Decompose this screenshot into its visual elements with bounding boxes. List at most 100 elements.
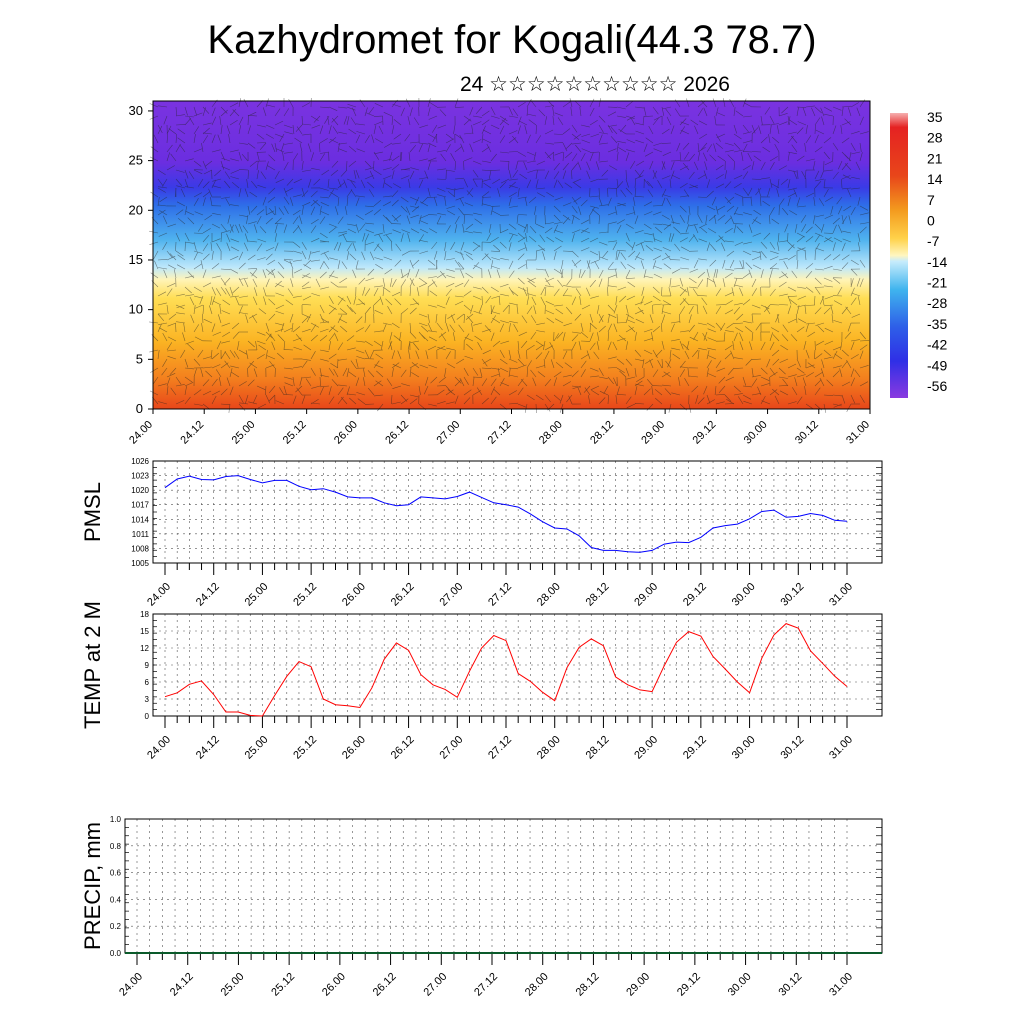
wind-barb (599, 390, 609, 396)
wind-barb (661, 188, 667, 198)
wind-barb (573, 259, 582, 266)
wind-barb (718, 385, 726, 393)
wind-barb (427, 107, 431, 117)
wind-barb (554, 229, 564, 234)
wind-barb (760, 196, 762, 207)
wind-barb (491, 210, 501, 216)
wind-barb (231, 181, 240, 189)
wind-barb (176, 264, 186, 270)
wind-barb (564, 362, 573, 369)
wind-barb (562, 202, 572, 207)
wind-barb (382, 322, 392, 326)
wind-barb (711, 196, 717, 206)
wind-barb (158, 327, 168, 333)
wind-barb (444, 313, 447, 324)
precip-panel: 0.00.20.40.60.81.024.00 24.12 25.00 25.12 26… (80, 815, 883, 999)
wind-barb (202, 106, 210, 114)
wind-barb (265, 331, 273, 339)
wind-barb (742, 272, 751, 279)
wind-barb (463, 178, 468, 188)
wind-barb (193, 324, 200, 333)
wind-barb (456, 313, 465, 320)
wind-barb (643, 223, 652, 230)
wind-barb (297, 224, 303, 234)
wind-barb (400, 268, 404, 278)
wind-barb (787, 169, 797, 173)
wind-barb (331, 160, 339, 168)
wind-barb (787, 179, 791, 189)
wind-barb (598, 134, 603, 144)
wind-barb (731, 287, 735, 297)
wind-barb (356, 148, 366, 153)
wind-barb (490, 373, 500, 378)
wind-barb (554, 196, 564, 201)
wind-barb (473, 264, 483, 270)
wind-barb (409, 170, 415, 180)
wind-barb (193, 160, 202, 167)
wind-barb (436, 272, 445, 279)
wind-barb (330, 281, 339, 288)
wind-barb (733, 182, 742, 189)
wind-barb (346, 116, 350, 126)
wind-barb (661, 340, 665, 350)
wind-barb (546, 151, 555, 159)
wind-barb (464, 202, 474, 207)
wind-barb (381, 340, 384, 350)
grid (153, 613, 882, 717)
wind-barb (759, 251, 762, 261)
wind-barb (680, 246, 690, 252)
wind-barb (373, 304, 375, 315)
wind-barb (346, 189, 353, 198)
wind-barb (607, 274, 617, 279)
wind-barb (553, 205, 561, 213)
wind-barb (634, 309, 644, 315)
wind-barb (321, 318, 330, 324)
wind-barb (544, 142, 554, 145)
wind-barb (389, 151, 393, 161)
wind-barb (254, 224, 258, 234)
wind-barb (661, 358, 663, 369)
wind-barb (445, 351, 451, 360)
wind-barb (525, 259, 528, 270)
wind-barb (679, 289, 687, 297)
wind-barb (412, 259, 420, 267)
wind-barb (295, 385, 303, 393)
wind-barb (726, 196, 735, 203)
wind-barb (485, 295, 492, 304)
wind-barb (355, 134, 361, 144)
wind-barb (490, 250, 501, 252)
wind-barb (350, 189, 357, 198)
wind-barb (780, 178, 789, 185)
wind-barb (202, 253, 210, 261)
wind-barb (500, 340, 510, 344)
wind-barb (267, 196, 276, 203)
x-tick-label: 29.12 (681, 734, 709, 762)
wind-barb (167, 322, 177, 327)
wind-barb (392, 103, 402, 108)
wind-barb (751, 331, 754, 342)
wind-barb (220, 362, 229, 369)
wind-barb (483, 358, 492, 364)
wind-barb (724, 142, 734, 146)
wind-barb (743, 241, 753, 245)
wind-barb (324, 115, 330, 124)
wind-barb (254, 287, 258, 297)
wind-barb (436, 345, 446, 351)
wind-barb (301, 202, 311, 207)
wind-barb (409, 368, 412, 378)
wind-barb (778, 121, 788, 126)
wind-barb (688, 403, 692, 413)
wind-barb (229, 256, 239, 261)
wind-barb (499, 125, 505, 135)
wind-barb (819, 377, 825, 387)
wind-barb (327, 178, 330, 188)
wind-barb (742, 196, 753, 199)
wind-barb (654, 389, 663, 396)
wind-barb (328, 223, 338, 228)
wind-barb (684, 350, 690, 360)
wind-barb (220, 286, 227, 295)
wind-barb (481, 169, 492, 171)
wind-barb (304, 259, 312, 267)
wind-barb (293, 346, 303, 351)
wind-barb (157, 125, 163, 135)
